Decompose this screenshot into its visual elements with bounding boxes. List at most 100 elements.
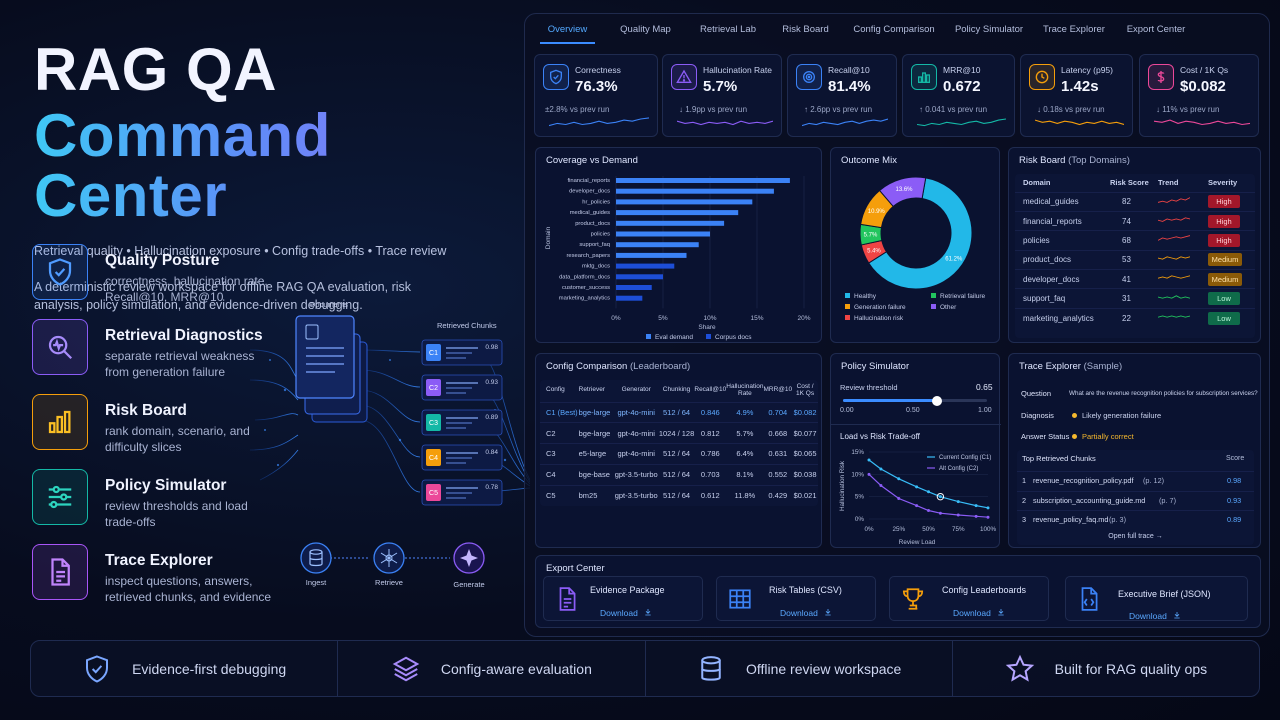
risk-trend — [1157, 289, 1208, 308]
tradeoff-x-tick: 25% — [892, 526, 905, 533]
threshold-slider-track[interactable] — [843, 395, 987, 406]
tradeoff-x-tick: 50% — [922, 526, 935, 533]
risk-domain: policies — [1023, 235, 1050, 245]
warning-icon — [671, 64, 697, 90]
risk-row[interactable]: medical_guides 82 High — [1015, 192, 1255, 211]
policy-simulator-card: Policy Simulator Review threshold 0.65 0… — [830, 353, 1001, 548]
severity-badge: High — [1208, 214, 1240, 228]
kpi-card-2[interactable]: Recall@10 81.4% ↑ 2.6pp vs prev run — [787, 54, 897, 137]
risk-severity-cell: Medium — [1208, 270, 1255, 289]
kpi-card-3[interactable]: MRR@10 0.672 ↑ 0.041 vs prev run — [902, 54, 1015, 137]
hero-title-line2: Command Center — [34, 106, 514, 226]
tab-export-center[interactable]: Export Center — [1126, 24, 1186, 35]
risk-row[interactable]: policies 68 High — [1015, 230, 1255, 250]
export-item-1[interactable]: Risk Tables (CSV) Download — [716, 576, 876, 621]
coverage-category-label: medical_guides — [570, 210, 610, 216]
risk-board-card: Risk Board (Top Domains) Domain Risk Sco… — [1008, 147, 1261, 343]
export-item-2[interactable]: Config Leaderboards Download — [889, 576, 1049, 621]
kpi-label: Cost / 1K Qs — [1180, 65, 1229, 75]
bottom-label: Config-aware evaluation — [440, 660, 592, 677]
kpi-card-4[interactable]: Latency (p95) 1.42s ↓ 0.18s vs prev run — [1020, 54, 1133, 137]
hero-title: RAG QA Command Center — [34, 40, 514, 226]
risk-board-title-suffix: (Top Domains) — [1068, 155, 1130, 166]
trace-chunk-row[interactable]: 3 revenue_policy_faq.md (p. 3) 0.89 — [1017, 510, 1254, 528]
export-center-card: Export Center Evidence Package Download Ri… — [535, 555, 1261, 628]
config-row[interactable]: C2 bge-large gpt-4o-mini 1024 / 128 0.812 5.7… — [540, 422, 818, 444]
tab-config-comparison[interactable]: Config Comparison — [853, 24, 935, 35]
risk-row[interactable]: developer_docs 41 Medium — [1015, 269, 1255, 289]
outcome-legend-swatch — [845, 304, 850, 309]
download-button[interactable]: Download — [600, 603, 652, 621]
tab-policy-simulator[interactable]: Policy Simulator — [954, 24, 1024, 35]
config-row[interactable]: C3 e5-large gpt-4o-mini 512 / 64 0.786 6.4% 0.… — [540, 443, 818, 465]
ranking-icon — [911, 64, 937, 90]
config-cell: 512 / 64 — [662, 407, 691, 417]
download-button[interactable]: Download — [1129, 606, 1181, 624]
risk-board-title: Risk Board (Top Domains) — [1019, 155, 1130, 166]
coverage-category-label: data_platform_docs — [559, 274, 610, 280]
config-row[interactable]: C4 bge-base gpt-3.5-turbo 512 / 64 0.703 8.1%… — [540, 464, 818, 485]
risk-row[interactable]: financial_reports 74 High — [1015, 211, 1255, 230]
tradeoff-point — [867, 472, 871, 476]
feature-desc: correctness, hallucination rate, Recall@… — [105, 274, 268, 305]
hero-tagline: Retrieval quality • Hallucination exposu… — [34, 244, 447, 258]
policy-title: Policy Simulator — [841, 361, 910, 372]
chunk-id: C2 — [429, 385, 438, 392]
risk-row[interactable]: product_docs 53 Medium — [1015, 250, 1255, 269]
feature-title: Quality Posture — [105, 252, 220, 269]
coverage-card: Coverage vs Demand 0% 5% 10% 15% 20% financia… — [535, 147, 822, 343]
export-item-3[interactable]: Executive Brief (JSON) Download — [1065, 576, 1248, 621]
kpi-card-0[interactable]: Correctness 76.3% ±2.8% vs prev run — [534, 54, 658, 137]
config-header: MRR@10 — [763, 386, 793, 394]
tab-overview[interactable]: Overview — [540, 18, 595, 44]
config-row[interactable]: C1 (Best) bge-large gpt-4o-mini 512 / 64 0.8… — [540, 402, 818, 423]
tab-quality-map[interactable]: Quality Map — [620, 24, 671, 35]
risk-row[interactable]: support_faq 31 Low — [1015, 288, 1255, 308]
risk-domain: medical_guides — [1023, 197, 1079, 207]
kpi-card-1[interactable]: Hallucination Rate 5.7% ↓ 1.9pp vs prev ru… — [662, 54, 782, 137]
tradeoff-x-tick: 0% — [864, 526, 874, 533]
sliders-icon — [32, 469, 88, 525]
coverage-category-label: mktg_docs — [582, 264, 610, 270]
trace-chunk-row[interactable]: 1 revenue_recognition_policy.pdf (p. 12) 0.… — [1017, 471, 1254, 489]
coverage-chart: 0% 5% 10% 15% 20% financial_reports developer_… — [545, 176, 811, 341]
retrieved-chunks: C1 0.98 C2 0.93 C3 0.89 C4 0.84 C5 0.78 — [421, 339, 503, 506]
config-row[interactable]: C5 bm25 gpt-3.5-turbo 512 / 64 0.612 11.8% 0.4… — [540, 485, 818, 506]
tradeoff-point — [938, 511, 942, 515]
severity-badge: Medium — [1208, 272, 1242, 286]
coverage-x-tick: 5% — [658, 315, 668, 322]
config-header: Recall@10 — [694, 386, 727, 394]
threshold-slider-handle[interactable] — [931, 395, 942, 406]
download-button[interactable]: Download — [953, 603, 1005, 621]
tab-trace-explorer[interactable]: Trace Explorer — [1043, 24, 1105, 35]
config-cell: gpt-4o-mini — [617, 407, 655, 417]
severity-badge: Low — [1208, 311, 1240, 325]
config-header: Chunking — [662, 386, 691, 394]
outcome-legend-swatch — [931, 304, 936, 309]
outcome-legend-label: Retrieval failure — [940, 293, 986, 300]
risk-trend-sparkline — [1157, 196, 1191, 203]
risk-trend-sparkline — [1157, 256, 1191, 260]
tradeoff-legend-alt: Alt Config (C2) — [939, 466, 978, 472]
kpi-card-5[interactable]: Cost / 1K Qs $0.082 ↓ 11% vs prev run — [1139, 54, 1259, 137]
tab-risk-board[interactable]: Risk Board — [782, 24, 829, 35]
tab-retrieval-lab[interactable]: Retrieval Lab — [700, 24, 756, 35]
export-item-0[interactable]: Evidence Package Download — [543, 576, 703, 621]
dollar-icon — [1148, 64, 1174, 90]
config-cell: bge-large — [578, 428, 611, 438]
trace-title-suffix: (Sample) — [1083, 361, 1123, 372]
risk-row[interactable]: marketing_analytics 22 Low — [1015, 308, 1255, 327]
chunk-card-c1: C1 0.98 — [421, 339, 503, 366]
trace-chunk-row[interactable]: 2 subscription_accounting_guide.md (p. 7) 0… — [1017, 490, 1254, 509]
database-icon — [701, 655, 721, 681]
feature-title: Trace Explorer — [105, 552, 213, 569]
tradeoff-point — [927, 509, 930, 513]
risk-severity-cell: Medium — [1208, 250, 1255, 269]
retrieved-chunks-label: Retrieved Chunks — [437, 321, 497, 330]
chunk-rank: 1 — [1022, 476, 1027, 485]
config-cell: gpt-4o-mini — [617, 449, 655, 459]
config-cell: 512 / 64 — [662, 491, 691, 501]
documents-stack — [295, 315, 368, 423]
open-full-trace-link[interactable]: Open full trace → — [1108, 533, 1163, 540]
download-button[interactable]: Download — [780, 603, 832, 621]
